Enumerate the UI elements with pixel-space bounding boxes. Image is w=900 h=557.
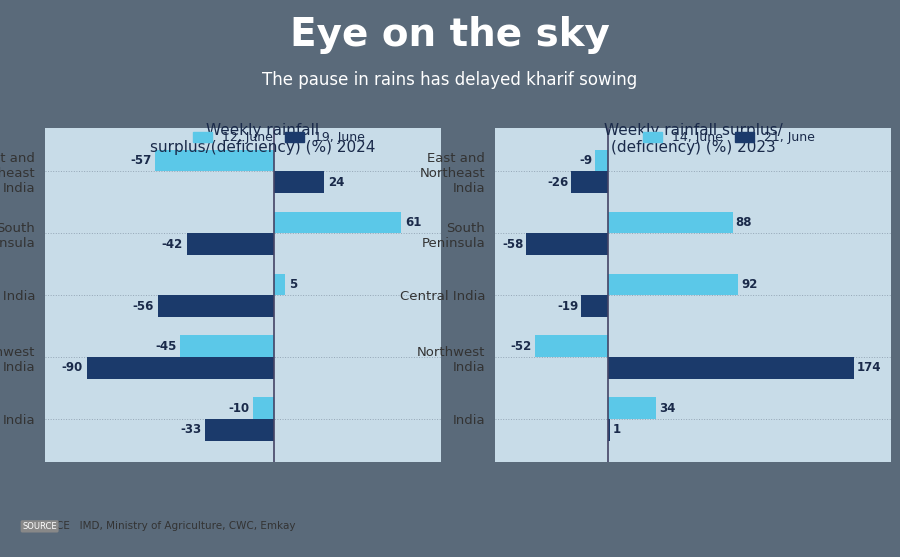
Legend: 14, June, 21, June: 14, June, 21, June [638,126,820,149]
Text: -58: -58 [502,238,523,251]
Text: -56: -56 [132,300,153,312]
Text: -42: -42 [161,238,183,251]
Text: 24: 24 [328,176,345,189]
Text: SOURCE   IMD, Ministry of Agriculture, CWC, Emkay: SOURCE IMD, Ministry of Agriculture, CWC… [27,521,295,531]
Text: 1: 1 [612,423,620,436]
Text: -57: -57 [130,154,151,167]
Text: 92: 92 [741,278,758,291]
Bar [274,212,401,233]
Text: -10: -10 [228,402,249,414]
Text: 88: 88 [735,216,752,229]
Text: -26: -26 [547,176,569,189]
Text: -33: -33 [180,423,202,436]
Bar [186,233,274,255]
Text: 174: 174 [857,361,882,374]
Bar [596,150,608,172]
Bar [205,419,274,441]
Bar [608,273,738,295]
Bar [608,212,733,233]
Bar [581,295,608,317]
Bar [181,335,274,357]
Text: SOURCE: SOURCE [22,522,57,531]
Text: -52: -52 [510,340,532,353]
Text: -19: -19 [557,300,579,312]
Bar [274,172,324,193]
Bar [535,335,608,357]
Text: -90: -90 [61,361,83,374]
Text: -45: -45 [155,340,176,353]
Bar [608,419,609,441]
Bar [254,397,274,419]
Text: 61: 61 [406,216,422,229]
Text: Eye on the sky: Eye on the sky [290,16,610,54]
Text: Weekly rainfall surplus/
(deficiency) (%) 2023: Weekly rainfall surplus/ (deficiency) (%… [604,123,782,155]
Text: 5: 5 [289,278,297,291]
Bar [608,397,656,419]
Bar [158,295,274,317]
Text: The pause in rains has delayed kharif sowing: The pause in rains has delayed kharif so… [263,71,637,89]
Text: -9: -9 [580,154,592,167]
Bar [274,273,284,295]
Legend: 12, June, 19, June: 12, June, 19, June [188,126,370,149]
Bar [608,357,854,379]
Bar [86,357,274,379]
Bar [156,150,274,172]
Text: Weekly rainfall
surplus/(deficiency) (%) 2024: Weekly rainfall surplus/(deficiency) (%)… [150,123,375,155]
Bar [572,172,608,193]
Text: 34: 34 [659,402,675,414]
Bar [526,233,608,255]
